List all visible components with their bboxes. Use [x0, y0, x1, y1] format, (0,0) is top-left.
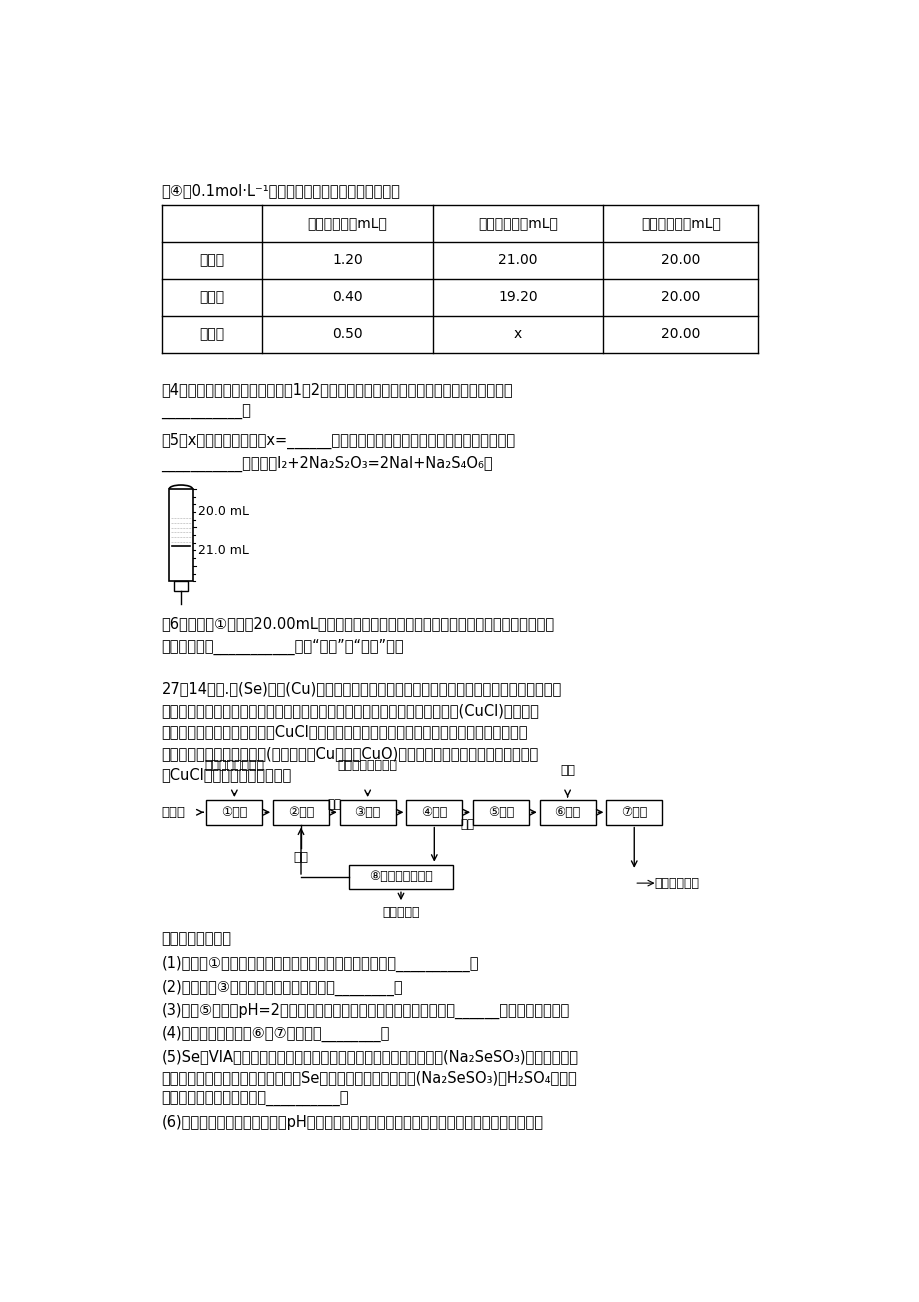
Text: 滤饲: 滤饲	[460, 819, 474, 832]
Text: ②过滤: ②过滤	[288, 806, 313, 819]
Text: x: x	[514, 327, 522, 341]
Text: 实验三: 实验三	[199, 327, 224, 341]
Text: 滤波: 滤波	[327, 798, 341, 811]
Text: 20.0 mL: 20.0 mL	[198, 505, 249, 518]
Text: 滴定后读数（mL）: 滴定后读数（mL）	[478, 216, 557, 230]
Text: ③反应: ③反应	[354, 806, 380, 819]
Text: 氯化亚铜产品: 氯化亚铜产品	[653, 878, 698, 891]
Text: 0.40: 0.40	[332, 290, 362, 305]
Text: (2)写出步骤③中主要反应的离子方程式：________。: (2)写出步骤③中主要反应的离子方程式：________。	[162, 979, 403, 996]
Text: 应得到精硫的化学方程式：__________。: 应得到精硫的化学方程式：__________。	[162, 1092, 348, 1107]
Bar	[348, 865, 453, 889]
Text: （6）若步骤①中量剢20.00mL硫代硫酸钓溶液时，未用硫代硫酸钓溶液润洗滴定管，则测得: （6）若步骤①中量剢20.00mL硫代硫酸钓溶液时，未用硫代硫酸钓溶液润洗滴定管…	[162, 616, 554, 631]
Bar	[539, 799, 595, 824]
Text: 气中易水解氧化。以海绵铜(主要成分是Cu和少量CuO)为原料，采用硒酸锨氧化分解技术生: 气中易水解氧化。以海绵铜(主要成分是Cu和少量CuO)为原料，采用硒酸锨氧化分解…	[162, 746, 539, 762]
Text: 硒酸锨、水、硫酸: 硒酸锨、水、硫酸	[204, 759, 264, 772]
Text: ___________。: ___________。	[162, 405, 251, 421]
Text: 海绵铜: 海绵铜	[162, 806, 186, 819]
Text: 实验二: 实验二	[199, 290, 224, 305]
Text: 于化工、印染、电镖等行业。CuCl难溢于醇和水，可溢于氯离子浓度较大的体系，在潮湿空: 于化工、印染、电镖等行业。CuCl难溢于醇和水，可溢于氯离子浓度较大的体系，在潮…	[162, 724, 528, 740]
Text: 20.00: 20.00	[661, 253, 699, 267]
Bar	[472, 799, 528, 824]
Text: ⑥醇洗: ⑥醇洗	[554, 806, 580, 819]
Text: 的催化剂，也是动物体必需的营养元素和对植物有益的营养元素等。氯化亚铜(CuCl)广泛应用: 的催化剂，也是动物体必需的营养元素和对植物有益的营养元素等。氯化亚铜(CuCl)…	[162, 703, 539, 717]
Text: 20.00: 20.00	[661, 290, 699, 305]
Text: (5)Se为VIA族元素，用乙二胺四乙酸铜阴离子水溶液和硫代硫酸钓(Na₂SeSO₃)溶液反应可获: (5)Se为VIA族元素，用乙二胺四乙酸铜阴离子水溶液和硫代硫酸钓(Na₂SeS…	[162, 1048, 578, 1064]
Text: 回收硫酸锨: 回收硫酸锨	[381, 906, 419, 919]
Bar	[406, 799, 461, 824]
Text: 27（14分）.硒(Se)和铜(Cu)在生产生活中有广泛的应用。硒可以用作光敏材料、电解锰行业: 27（14分）.硒(Se)和铜(Cu)在生产生活中有广泛的应用。硒可以用作光敏材…	[162, 681, 562, 697]
Text: 实验一: 实验一	[199, 253, 224, 267]
Text: ⑧浓缩、离心分离: ⑧浓缩、离心分离	[369, 871, 432, 884]
Text: ④过滤: ④过滤	[421, 806, 447, 819]
Text: 中④用0.1mol·L⁻¹标准碘液滴定，实验测得数据如下: 中④用0.1mol·L⁻¹标准碘液滴定，实验测得数据如下	[162, 184, 400, 198]
Text: 待测液体积（mL）: 待测液体积（mL）	[641, 216, 720, 230]
Text: (3)步骤⑤包括用pH=2的溶液酸洗、水洗两步操作，酸洗采用的酸是______（写酸的名称）。: (3)步骤⑤包括用pH=2的溶液酸洗、水洗两步操作，酸洗采用的酸是______（…	[162, 1003, 569, 1018]
Bar	[339, 799, 395, 824]
Text: 得纳米硫化铜，硫代硫酸钓还可用于Se的精制，写出硫代硫酸钓(Na₂SeSO₃)与H₂SO₄溶液反: 得纳米硫化铜，硫代硫酸钓还可用于Se的精制，写出硫代硫酸钓(Na₂SeSO₃)与…	[162, 1070, 576, 1086]
Text: 产CuCl的工艺过程如下所示：: 产CuCl的工艺过程如下所示：	[162, 768, 291, 783]
Text: ①溶解: ①溶解	[221, 806, 247, 819]
Text: 20.00: 20.00	[661, 327, 699, 341]
Text: 请回答下列问题：: 请回答下列问题：	[162, 932, 232, 947]
Text: 1.20: 1.20	[332, 253, 362, 267]
Text: 21.00: 21.00	[498, 253, 538, 267]
Text: 滴定前读数（mL）: 滴定前读数（mL）	[307, 216, 387, 230]
Text: 滤饲: 滤饲	[293, 850, 308, 863]
Text: 0.50: 0.50	[332, 327, 362, 341]
Bar	[273, 799, 329, 824]
Bar	[206, 799, 262, 824]
Bar	[169, 488, 192, 581]
Text: (1)若步骤①中得到的氧化产物只有一种，则它的化学式是__________。: (1)若步骤①中得到的氧化产物只有一种，则它的化学式是__________。	[162, 956, 479, 973]
Text: ⑤洗涤: ⑤洗涤	[487, 806, 514, 819]
Bar	[174, 581, 187, 591]
Text: （4）该滴定时，向锥形瓶中加入1至2滴淠粉液作指示剂，则达到滴定终点的判断标准是: （4）该滴定时，向锥形瓶中加入1至2滴淠粉液作指示剂，则达到滴定终点的判断标准是	[162, 381, 513, 397]
Text: (4)上述工艺中，步骤⑥和⑦的作用是________。: (4)上述工艺中，步骤⑥和⑦的作用是________。	[162, 1026, 390, 1042]
Text: 乙醇: 乙醇	[560, 764, 574, 777]
Text: 19.20: 19.20	[498, 290, 538, 305]
Text: ⑦烘干: ⑦烘干	[620, 806, 647, 819]
Bar	[606, 799, 662, 824]
Text: 21.0 mL: 21.0 mL	[198, 544, 248, 557]
Text: ___________。（已知I₂+2Na₂S₂O₃=2NaI+Na₂S₄O₆）: ___________。（已知I₂+2Na₂S₂O₃=2NaI+Na₂S₄O₆）	[162, 456, 493, 471]
Text: 亚硫酸锨、氯化锨: 亚硫酸锨、氯化锨	[337, 759, 397, 772]
Text: （5）x读数如图所示，则x=______，根据所测的数据计算该硫代硫酸钓样品纯度为: （5）x读数如图所示，则x=______，根据所测的数据计算该硫代硫酸钓样品纯度…	[162, 432, 515, 449]
Text: 样品的纯度将___________（填“偏大”或“偏小”）。: 样品的纯度将___________（填“偏大”或“偏小”）。	[162, 639, 403, 655]
Text: (6)氯化亚铜产率与温度、溶液pH关系如下图所示。据图分析，流程化生产氯化亚铜的过程中，: (6)氯化亚铜产率与温度、溶液pH关系如下图所示。据图分析，流程化生产氯化亚铜的…	[162, 1115, 543, 1130]
